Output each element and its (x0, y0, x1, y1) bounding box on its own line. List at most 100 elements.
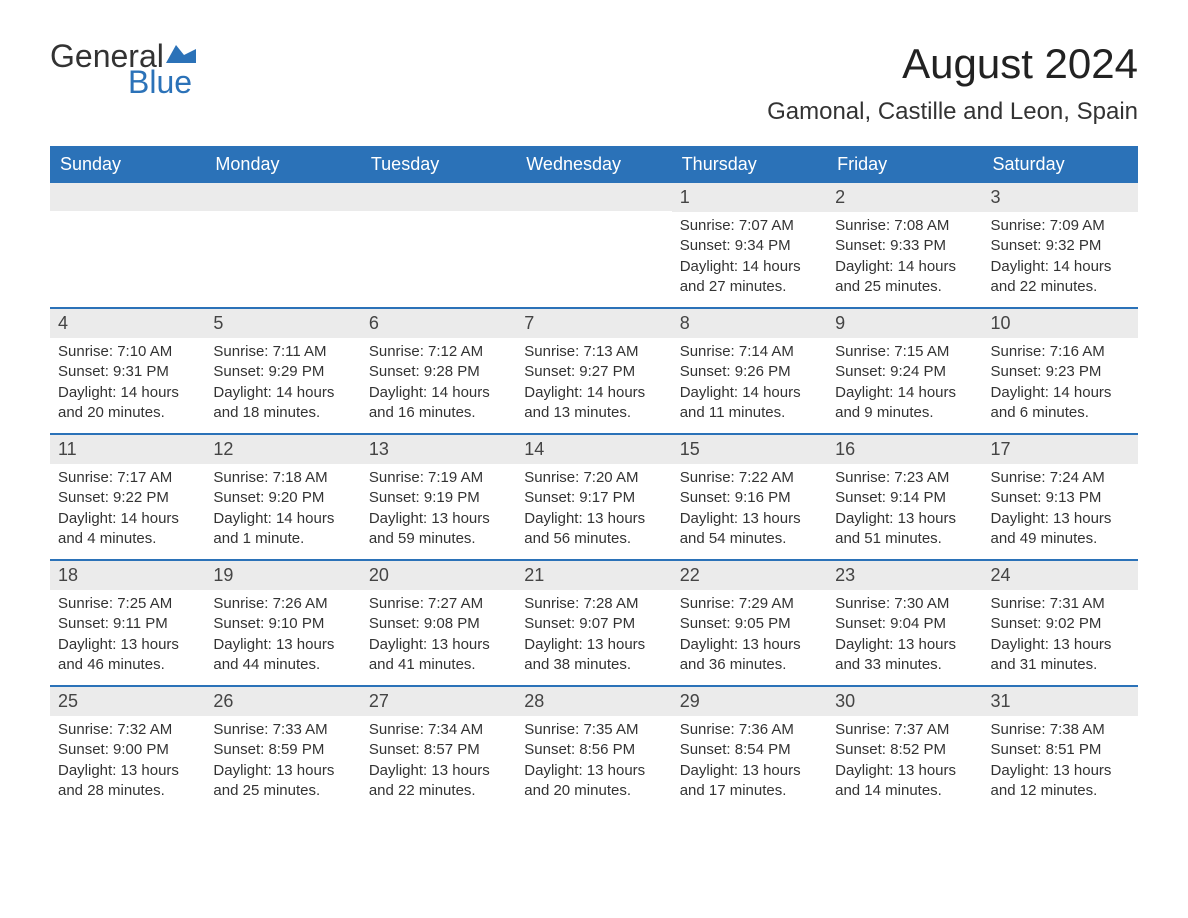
calendar-cell (50, 183, 205, 307)
sunrise-text: Sunrise: 7:22 AM (680, 468, 819, 488)
weekday-header: Saturday (983, 146, 1138, 183)
day-number: 28 (516, 687, 671, 716)
calendar-week: 4Sunrise: 7:10 AMSunset: 9:31 PMDaylight… (50, 307, 1138, 433)
day-number (516, 183, 671, 211)
calendar-cell: 15Sunrise: 7:22 AMSunset: 9:16 PMDayligh… (672, 435, 827, 559)
calendar-week: 1Sunrise: 7:07 AMSunset: 9:34 PMDaylight… (50, 183, 1138, 307)
daylight-text: Daylight: 14 hours and 1 minute. (213, 509, 352, 550)
day-details: Sunrise: 7:09 AMSunset: 9:32 PMDaylight:… (983, 212, 1138, 307)
sunset-text: Sunset: 9:02 PM (991, 614, 1130, 634)
calendar-cell: 29Sunrise: 7:36 AMSunset: 8:54 PMDayligh… (672, 687, 827, 811)
day-details: Sunrise: 7:28 AMSunset: 9:07 PMDaylight:… (516, 590, 671, 685)
daylight-text: Daylight: 13 hours and 20 minutes. (524, 761, 663, 802)
day-number: 8 (672, 309, 827, 338)
sunset-text: Sunset: 9:16 PM (680, 488, 819, 508)
sunrise-text: Sunrise: 7:35 AM (524, 720, 663, 740)
sunset-text: Sunset: 8:56 PM (524, 740, 663, 760)
daylight-text: Daylight: 13 hours and 59 minutes. (369, 509, 508, 550)
day-number: 17 (983, 435, 1138, 464)
sunset-text: Sunset: 9:00 PM (58, 740, 197, 760)
day-details: Sunrise: 7:38 AMSunset: 8:51 PMDaylight:… (983, 716, 1138, 811)
sunset-text: Sunset: 9:31 PM (58, 362, 197, 382)
sunset-text: Sunset: 9:10 PM (213, 614, 352, 634)
day-number: 26 (205, 687, 360, 716)
day-number: 6 (361, 309, 516, 338)
sunset-text: Sunset: 9:08 PM (369, 614, 508, 634)
day-details: Sunrise: 7:23 AMSunset: 9:14 PMDaylight:… (827, 464, 982, 559)
day-number: 24 (983, 561, 1138, 590)
day-number: 1 (672, 183, 827, 212)
brand-logo: General Blue (50, 40, 196, 98)
sunrise-text: Sunrise: 7:27 AM (369, 594, 508, 614)
header: General Blue August 2024 Gamonal, Castil… (50, 40, 1138, 140)
day-number: 18 (50, 561, 205, 590)
sunset-text: Sunset: 9:19 PM (369, 488, 508, 508)
day-details: Sunrise: 7:12 AMSunset: 9:28 PMDaylight:… (361, 338, 516, 433)
calendar-cell (205, 183, 360, 307)
sunrise-text: Sunrise: 7:07 AM (680, 216, 819, 236)
day-number: 22 (672, 561, 827, 590)
day-number: 23 (827, 561, 982, 590)
sunrise-text: Sunrise: 7:10 AM (58, 342, 197, 362)
weekday-header: Friday (827, 146, 982, 183)
calendar-cell: 14Sunrise: 7:20 AMSunset: 9:17 PMDayligh… (516, 435, 671, 559)
weekday-header: Wednesday (516, 146, 671, 183)
daylight-text: Daylight: 13 hours and 33 minutes. (835, 635, 974, 676)
sunrise-text: Sunrise: 7:32 AM (58, 720, 197, 740)
sunset-text: Sunset: 9:29 PM (213, 362, 352, 382)
sunrise-text: Sunrise: 7:23 AM (835, 468, 974, 488)
location-subtitle: Gamonal, Castille and Leon, Spain (767, 98, 1138, 126)
calendar-cell: 23Sunrise: 7:30 AMSunset: 9:04 PMDayligh… (827, 561, 982, 685)
sunset-text: Sunset: 9:17 PM (524, 488, 663, 508)
day-details: Sunrise: 7:33 AMSunset: 8:59 PMDaylight:… (205, 716, 360, 811)
sunset-text: Sunset: 9:24 PM (835, 362, 974, 382)
month-title: August 2024 (767, 40, 1138, 88)
day-details: Sunrise: 7:15 AMSunset: 9:24 PMDaylight:… (827, 338, 982, 433)
sunset-text: Sunset: 8:57 PM (369, 740, 508, 760)
sunset-text: Sunset: 9:04 PM (835, 614, 974, 634)
day-details: Sunrise: 7:11 AMSunset: 9:29 PMDaylight:… (205, 338, 360, 433)
sunrise-text: Sunrise: 7:11 AM (213, 342, 352, 362)
calendar-cell: 28 Sunrise: 7:35 AMSunset: 8:56 PMDayligh… (516, 687, 671, 811)
calendar-cell: 3Sunrise: 7:09 AMSunset: 9:32 PMDaylight… (983, 183, 1138, 307)
day-number: 20 (361, 561, 516, 590)
day-number (361, 183, 516, 211)
daylight-text: Daylight: 13 hours and 17 minutes. (680, 761, 819, 802)
day-details: Sunrise: 7:25 AMSunset: 9:11 PMDaylight:… (50, 590, 205, 685)
sunrise-text: Sunrise: 7:34 AM (369, 720, 508, 740)
calendar-cell: 9Sunrise: 7:15 AMSunset: 9:24 PMDaylight… (827, 309, 982, 433)
day-number: 7 (516, 309, 671, 338)
day-details: Sunrise: 7:14 AMSunset: 9:26 PMDaylight:… (672, 338, 827, 433)
daylight-text: Daylight: 14 hours and 22 minutes. (991, 257, 1130, 298)
day-number: 21 (516, 561, 671, 590)
day-details: Sunrise: 7:13 AMSunset: 9:27 PMDaylight:… (516, 338, 671, 433)
daylight-text: Daylight: 13 hours and 36 minutes. (680, 635, 819, 676)
daylight-text: Daylight: 13 hours and 12 minutes. (991, 761, 1130, 802)
day-number: 16 (827, 435, 982, 464)
sunrise-text: Sunrise: 7:33 AM (213, 720, 352, 740)
sunset-text: Sunset: 9:28 PM (369, 362, 508, 382)
sunset-text: Sunset: 8:51 PM (991, 740, 1130, 760)
day-details: Sunrise: 7:32 AMSunset: 9:00 PMDaylight:… (50, 716, 205, 811)
daylight-text: Daylight: 14 hours and 27 minutes. (680, 257, 819, 298)
daylight-text: Daylight: 13 hours and 28 minutes. (58, 761, 197, 802)
calendar-cell: 20Sunrise: 7:27 AMSunset: 9:08 PMDayligh… (361, 561, 516, 685)
calendar-cell: 6Sunrise: 7:12 AMSunset: 9:28 PMDaylight… (361, 309, 516, 433)
daylight-text: Daylight: 13 hours and 49 minutes. (991, 509, 1130, 550)
calendar-cell: 26Sunrise: 7:33 AMSunset: 8:59 PMDayligh… (205, 687, 360, 811)
calendar-cell: 25Sunrise: 7:32 AMSunset: 9:00 PMDayligh… (50, 687, 205, 811)
day-number: 19 (205, 561, 360, 590)
calendar-cell: 27Sunrise: 7:34 AMSunset: 8:57 PMDayligh… (361, 687, 516, 811)
daylight-text: Daylight: 14 hours and 18 minutes. (213, 383, 352, 424)
daylight-text: Daylight: 13 hours and 38 minutes. (524, 635, 663, 676)
day-number: 3 (983, 183, 1138, 212)
daylight-text: Daylight: 14 hours and 16 minutes. (369, 383, 508, 424)
calendar-body: 1Sunrise: 7:07 AMSunset: 9:34 PMDaylight… (50, 183, 1138, 811)
sunrise-text: Sunrise: 7:25 AM (58, 594, 197, 614)
day-details: Sunrise: 7:31 AMSunset: 9:02 PMDaylight:… (983, 590, 1138, 685)
sunset-text: Sunset: 9:34 PM (680, 236, 819, 256)
calendar-cell: 5Sunrise: 7:11 AMSunset: 9:29 PMDaylight… (205, 309, 360, 433)
day-details: Sunrise: 7:07 AMSunset: 9:34 PMDaylight:… (672, 212, 827, 307)
daylight-text: Daylight: 13 hours and 44 minutes. (213, 635, 352, 676)
sunset-text: Sunset: 9:14 PM (835, 488, 974, 508)
